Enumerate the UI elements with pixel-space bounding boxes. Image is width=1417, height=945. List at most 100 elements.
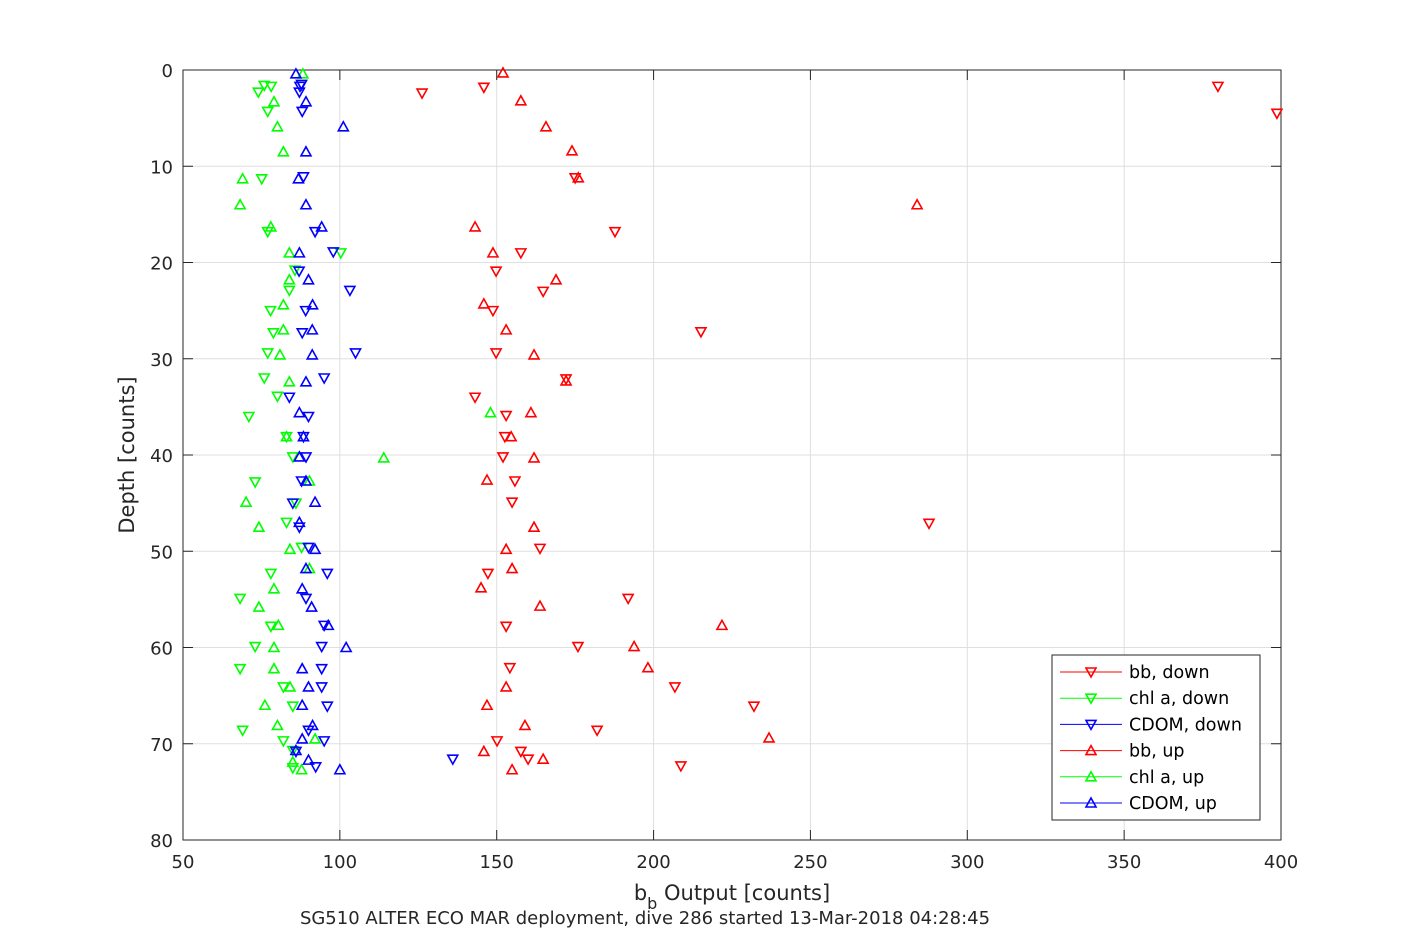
marker-cdom-down (295, 106, 309, 119)
marker-chl-a-up (377, 451, 391, 463)
marker-bb-down (922, 518, 936, 530)
marker-chl-a-up (282, 246, 296, 258)
marker-chl-a-down (257, 373, 271, 385)
x-tick-label: 250 (793, 852, 827, 873)
marker-bb-up (641, 661, 655, 673)
marker-bb-up (499, 680, 513, 692)
marker-bb-up (504, 430, 518, 442)
marker-bb-down (621, 593, 635, 606)
marker-chl-a-down (233, 593, 247, 606)
marker-chl-a-up (296, 67, 310, 79)
marker-chl-a-down (257, 80, 271, 93)
marker-chl-a-down (271, 391, 284, 403)
marker-cdom-up (302, 273, 315, 285)
marker-cdom-down (320, 568, 334, 581)
marker-cdom-up (289, 743, 303, 756)
marker-chl-a-up (267, 582, 281, 594)
marker-bb-up (514, 94, 528, 106)
marker-cdom-up (339, 640, 353, 653)
marker-chl-a-down (288, 265, 302, 277)
data-markers (233, 66, 1284, 775)
legend-marker-cdom-down (1084, 719, 1098, 732)
legend: bb, down chl a, down CDOM, down bb, up chl a… (1051, 654, 1261, 821)
marker-cdom-up (308, 495, 322, 507)
marker-chl-a-up (252, 600, 266, 612)
marker-chl-a-down (248, 477, 262, 489)
marker-cdom-up (299, 474, 313, 486)
marker-chl-a-up (258, 698, 272, 711)
marker-bb-up (477, 297, 491, 309)
marker-bb-down (508, 476, 522, 488)
x-tick-label: 200 (636, 852, 670, 873)
plot-frame (182, 69, 1282, 841)
marker-cdom-down (299, 305, 313, 318)
marker-cdom-down (315, 663, 329, 676)
marker-cdom-down (282, 392, 296, 404)
marker-chl-a-down (264, 568, 278, 581)
x-tick-label: 400 (1264, 852, 1298, 873)
marker-chl-a-up (271, 120, 284, 132)
marker-chl-a-down (295, 542, 308, 555)
marker-cdom-down (315, 682, 329, 694)
marker-chl-a-up (233, 198, 247, 210)
marker-bb-up (505, 763, 519, 775)
marker-chl-a-up (295, 763, 308, 775)
y-axis-label: Depth [counts] (115, 376, 139, 533)
marker-bb-up (499, 542, 513, 555)
marker-cdom-down (292, 266, 306, 278)
marker-cdom-down (317, 620, 331, 633)
marker-cdom-up (293, 246, 306, 258)
y-tick-label: 20 (150, 254, 173, 275)
y-tick-label: 0 (162, 61, 173, 82)
legend-box (1051, 654, 1261, 821)
marker-chl-a-down (264, 621, 278, 633)
y-tick-label: 70 (150, 735, 173, 756)
marker-bb-up (527, 348, 541, 360)
marker-cdom-up (295, 698, 309, 711)
x-tick-label: 150 (480, 852, 514, 873)
marker-cdom-up (306, 718, 319, 731)
marker-bb-up (468, 220, 482, 232)
marker-chl-a-up (267, 640, 281, 653)
marker-chl-a-up (277, 298, 290, 310)
legend-label-cdom-down: CDOM, down (1129, 715, 1242, 735)
x-tick-label: 350 (1107, 852, 1141, 873)
marker-cdom-up (302, 753, 315, 765)
marker-chl-a-up (267, 95, 281, 107)
marker-bb-down (505, 497, 519, 509)
legend-marker-chl-a-down (1084, 693, 1098, 705)
marker-chl-a-up (277, 145, 290, 157)
marker-bb-down (590, 725, 604, 737)
marker-bb-up (486, 246, 500, 258)
marker-chl-a-down (280, 517, 293, 530)
marker-chl-a-down (266, 327, 280, 340)
marker-cdom-up (299, 375, 313, 387)
legend-marker-bb-up (1084, 743, 1098, 756)
marker-bb-up (518, 718, 532, 731)
marker-bb-down (468, 392, 482, 404)
marker-chl-a-up (277, 323, 290, 335)
y-tick-label: 80 (150, 831, 173, 852)
legend-label-bb-down: bb, down (1129, 663, 1210, 683)
marker-cdom-up (289, 67, 303, 79)
marker-bb-up (571, 171, 585, 183)
marker-cdom-up (336, 120, 350, 132)
marker-chl-a-down (286, 452, 300, 464)
marker-cdom-down (302, 542, 315, 555)
marker-cdom-down (293, 87, 306, 99)
marker-chl-a-down (286, 701, 300, 713)
marker-chl-a-up (286, 755, 300, 767)
marker-chl-a-up (252, 520, 266, 532)
marker-cdom-down (295, 327, 309, 340)
marker-chl-a-down (255, 173, 269, 186)
marker-bb-down (486, 305, 500, 318)
marker-bb-up (505, 561, 519, 574)
legend-marker-cdom-up (1084, 796, 1098, 808)
marker-bb-down (481, 568, 495, 581)
marker-cdom-up (305, 323, 319, 335)
marker-cdom-down (299, 593, 313, 606)
marker-bb-up (524, 406, 538, 418)
x-axis-label: bb Output [counts] (634, 881, 830, 913)
marker-cdom-up (293, 406, 306, 418)
